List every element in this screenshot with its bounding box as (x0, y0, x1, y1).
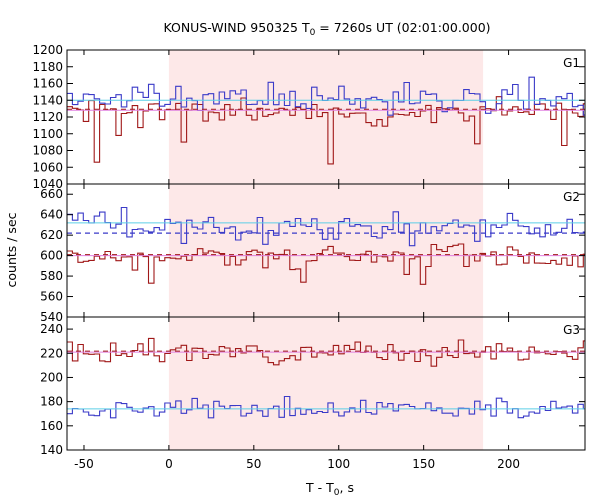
chart-title-rest: = 7260s UT (02:01:00.000) (315, 20, 490, 35)
highlight-interval (168, 184, 484, 317)
y-tick-label: 1080 (32, 144, 63, 158)
highlight-interval (168, 50, 484, 184)
panel-g2: 540 560 580 600 620 640 660 G2 (40, 183, 586, 324)
chart-title: KONUS-WIND 950325 T0 = 7260s UT (02:01:0… (163, 20, 490, 38)
panel-frame (66, 316, 586, 451)
y-tick-label: 180 (40, 395, 63, 409)
y-tick-label: 200 (40, 370, 63, 384)
y-tick-label: 220 (40, 346, 63, 360)
y-tick-label: 660 (40, 187, 63, 201)
x-axis-label-rest: , s (340, 480, 354, 495)
series-high-g3 (67, 395, 585, 419)
x-tick-label: -50 (74, 457, 94, 471)
y-tick-label: 160 (40, 419, 63, 433)
y-axis-label: counts / sec (4, 212, 19, 287)
x-axis-label: T - T0, s (305, 480, 354, 498)
x-axis-label-subscript: 0 (334, 488, 340, 498)
chart-title-subscript: 0 (310, 28, 316, 38)
panel-label: G3 (563, 323, 580, 337)
series-high-g1 (67, 76, 585, 116)
series-high-g2 (67, 206, 585, 247)
y-tick-label: 140 (40, 443, 63, 457)
y-tick-label: 1100 (32, 127, 63, 141)
y-tick-label: 560 (40, 290, 63, 304)
x-tick-label: 0 (165, 457, 173, 471)
x-axis-label-main: T - T (305, 480, 334, 495)
series-low-g2 (67, 243, 585, 285)
chart-title-main: KONUS-WIND 950325 T (163, 20, 309, 35)
y-tick-label: 640 (40, 208, 63, 222)
y-tick-label: 240 (40, 322, 63, 336)
y-tick-label: 1140 (32, 93, 63, 107)
x-tick-label: 100 (327, 457, 350, 471)
x-tick-label: 50 (246, 457, 261, 471)
x-tick-label: 150 (412, 457, 435, 471)
y-tick-label: 1160 (32, 77, 63, 91)
highlight-interval (168, 317, 484, 450)
y-tick-label: 1040 (32, 177, 63, 191)
x-tick-label: 200 (497, 457, 520, 471)
y-tick-label: 540 (40, 310, 63, 324)
panel-label: G2 (563, 190, 580, 204)
y-tick-label: 1200 (32, 43, 63, 57)
y-tick-label: 600 (40, 249, 63, 263)
y-tick-label: 1120 (32, 110, 63, 124)
panel-g3: 140 160 180 200 220 240 G3 (40, 316, 586, 457)
panel-g1: 1040 1060 1080 1100 1120 1140 1160 1180 1200 G1 (32, 43, 586, 191)
y-tick-label: 1060 (32, 160, 63, 174)
y-tick-label: 620 (40, 228, 63, 242)
y-tick-label: 580 (40, 269, 63, 283)
series-low-g3 (67, 337, 585, 367)
panel-label: G1 (563, 56, 580, 70)
y-tick-label: 1180 (32, 60, 63, 74)
plot-area: 1040 1060 1080 1100 1120 1140 1160 1180 1200 G1 54… (32, 43, 586, 471)
